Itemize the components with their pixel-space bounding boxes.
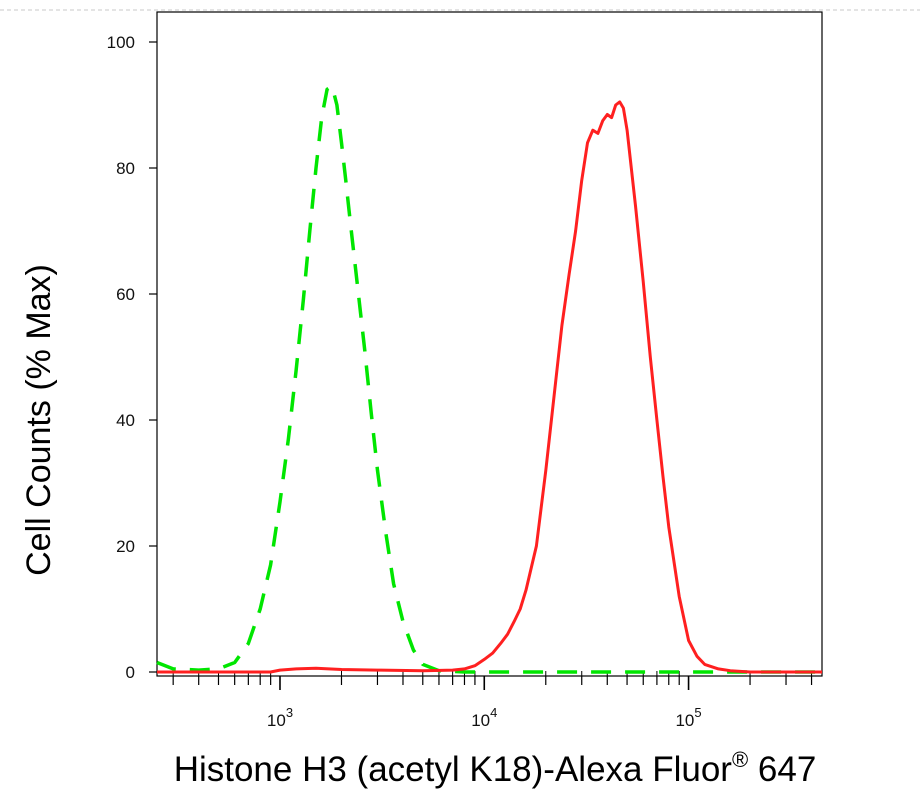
x-tick-label-exponent: 4 xyxy=(490,705,497,720)
x-tick-label-base: 10 xyxy=(267,711,286,730)
x-tick-label: 104 xyxy=(471,705,497,730)
y-tick-label: 60 xyxy=(116,285,135,304)
y-axis-title: Cell Counts (% Max) xyxy=(20,264,58,576)
series-line-2 xyxy=(157,100,822,674)
y-axis-ticks: 0 20 40 60 80 100 xyxy=(107,33,157,682)
series-layer xyxy=(156,84,822,674)
x-tick-label-exponent: 5 xyxy=(694,705,701,720)
y-tick-label: 80 xyxy=(116,159,135,178)
x-tick-label: 103 xyxy=(267,705,293,730)
x-axis-title: Histone H3 (acetyl K18)-Alexa Fluor® 647 xyxy=(174,747,817,789)
x-tick-label-exponent: 3 xyxy=(286,705,293,720)
series-line-1 xyxy=(156,84,822,674)
x-axis-ticks: 103 104 105 xyxy=(172,671,813,730)
x-tick-label-base: 10 xyxy=(471,711,490,730)
y-tick-label: 100 xyxy=(107,33,135,52)
plot-frame xyxy=(156,11,823,677)
x-tick-label-base: 10 xyxy=(675,711,694,730)
y-tick-label: 40 xyxy=(116,411,135,430)
x-tick-label: 105 xyxy=(675,705,701,730)
y-tick-label: 0 xyxy=(126,663,135,682)
y-tick-label: 20 xyxy=(116,537,135,556)
x-axis-title-suffix: 647 xyxy=(748,750,816,789)
x-axis-title-sup: ® xyxy=(732,747,748,772)
x-axis-title-main: Histone H3 (acetyl K18)-Alexa Fluor xyxy=(174,750,733,789)
